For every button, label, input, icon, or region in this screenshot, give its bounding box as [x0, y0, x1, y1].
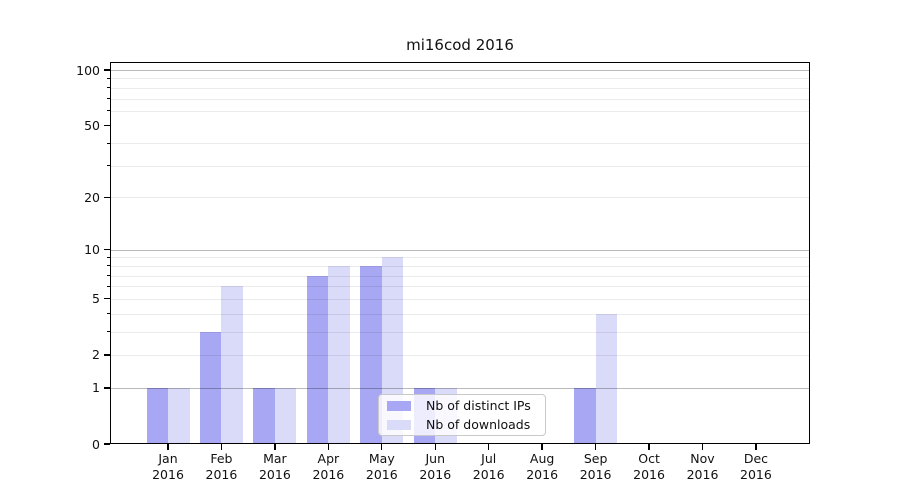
x-tick-month: Aug	[529, 451, 555, 466]
bar	[328, 265, 350, 444]
y-minor-tick-mark	[106, 142, 110, 144]
y-minor-tick-mark	[106, 196, 110, 198]
y-tick-label: 100	[76, 62, 100, 78]
y-minor-tick-mark	[106, 77, 110, 79]
y-tick-mark	[104, 124, 110, 127]
y-minor-tick-mark	[106, 110, 110, 112]
x-tick-mark	[488, 444, 490, 450]
y-minor-tick-mark	[106, 98, 110, 100]
x-tick-year: 2016	[633, 467, 665, 482]
y-minor-tick-mark	[106, 354, 110, 356]
chart-title: mi16cod 2016	[406, 36, 514, 54]
x-tick-label: Feb 2016	[194, 451, 248, 483]
x-tick-mark	[701, 444, 704, 450]
x-tick-mark	[434, 444, 436, 450]
x-tick-year: 2016	[312, 467, 345, 482]
x-tick-label: Sep 2016	[569, 451, 623, 483]
y-minor-tick-mark	[106, 256, 110, 258]
legend-label: Nb of downloads	[426, 417, 531, 432]
y-tick-mark	[104, 387, 110, 389]
x-tick-mark	[755, 444, 757, 450]
y-minor-tick-mark	[106, 313, 110, 315]
x-tick-label: Aug 2016	[515, 451, 569, 483]
bar	[253, 387, 275, 444]
x-tick-label: Oct 2016	[622, 451, 676, 483]
bar	[595, 313, 618, 444]
x-tick-label: Nov 2016	[676, 451, 730, 483]
bar	[360, 265, 382, 444]
x-tick-mark	[381, 444, 383, 450]
legend-row: Nb of distinct IPs	[387, 398, 545, 414]
x-tick-mark	[594, 444, 597, 450]
x-tick-year: 2016	[472, 467, 505, 482]
x-tick-month: Jun	[425, 451, 446, 466]
legend-swatch	[387, 419, 411, 430]
bar	[221, 286, 243, 444]
x-tick-label: Jun 2016	[408, 451, 462, 483]
x-tick-month: Apr	[317, 451, 340, 466]
x-tick-year: 2016	[686, 467, 719, 482]
y-tick-label: 10	[84, 242, 100, 258]
y-tick-label: 50	[84, 117, 100, 133]
y-minor-tick-mark	[106, 87, 110, 89]
y-tick-label: 0	[92, 436, 100, 452]
x-tick-year: 2016	[365, 467, 398, 482]
legend-swatch	[387, 400, 411, 411]
x-tick-mark	[648, 444, 650, 450]
x-tick-label: May 2016	[355, 451, 409, 483]
x-tick-label: Jan 2016	[141, 451, 195, 483]
y-tick-label: 20	[84, 189, 100, 205]
x-tick-month: May	[368, 451, 395, 466]
x-tick-mark	[220, 444, 223, 450]
x-tick-month: Dec	[743, 451, 769, 466]
x-tick-year: 2016	[419, 467, 452, 482]
x-tick-mark	[541, 444, 543, 450]
x-tick-month: Sep	[583, 451, 608, 466]
y-minor-tick-mark	[106, 285, 110, 287]
y-tick-mark	[104, 248, 110, 251]
legend-label: Nb of distinct IPs	[426, 398, 531, 413]
x-tick-mark	[274, 444, 276, 450]
bar	[274, 387, 297, 444]
x-tick-year: 2016	[579, 467, 612, 482]
y-minor-tick-mark	[106, 331, 110, 333]
y-minor-tick-mark	[106, 298, 110, 300]
x-tick-month: Nov	[690, 451, 715, 466]
legend-row: Nb of downloads	[387, 417, 545, 433]
legend: Nb of distinct IPs Nb of downloads	[378, 394, 546, 436]
x-tick-label: Jul 2016	[462, 451, 516, 483]
y-tick-label: 5	[92, 291, 100, 307]
x-tick-mark	[327, 444, 330, 450]
bar	[199, 331, 222, 444]
x-tick-mark	[167, 444, 169, 450]
y-minor-tick-mark	[106, 274, 110, 276]
plot-area	[110, 62, 810, 444]
x-tick-year: 2016	[526, 467, 559, 482]
y-minor-tick-mark	[106, 265, 110, 267]
bar	[168, 387, 190, 444]
bar	[146, 387, 168, 444]
x-tick-year: 2016	[205, 467, 238, 482]
y-tick-label: 2	[92, 347, 100, 363]
x-tick-label: Apr 2016	[301, 451, 355, 483]
x-tick-label: Dec 2016	[729, 451, 783, 483]
x-tick-year: 2016	[258, 467, 291, 482]
x-tick-month: Jul	[481, 451, 497, 466]
x-tick-label: Mar 2016	[248, 451, 302, 483]
y-tick-label: 1	[92, 380, 100, 396]
x-tick-month: Oct	[638, 451, 660, 466]
x-tick-year: 2016	[740, 467, 772, 482]
x-tick-month: Mar	[263, 451, 287, 466]
bar	[574, 387, 596, 444]
bar	[306, 275, 329, 444]
y-minor-tick-mark	[106, 165, 110, 167]
x-tick-month: Feb	[210, 451, 233, 466]
y-tick-mark	[104, 69, 110, 71]
x-tick-year: 2016	[152, 467, 184, 482]
x-tick-month: Jan	[158, 451, 178, 466]
y-tick-mark	[104, 443, 110, 445]
